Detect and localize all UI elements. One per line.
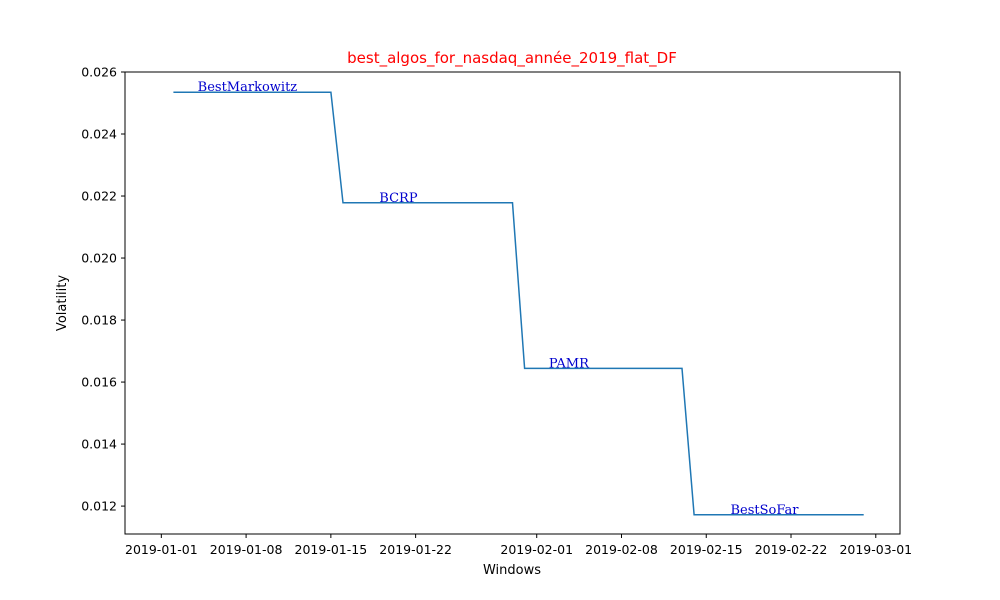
x-tick-label-0: 2019-01-01 bbox=[125, 542, 198, 557]
y-axis: 0.012 0.014 0.016 0.018 0.020 0.022 0.024 0.026 bbox=[81, 65, 125, 514]
y-tick-label-5: 0.022 bbox=[81, 189, 117, 204]
x-tick-label-8: 2019-03-01 bbox=[839, 542, 912, 557]
annotation-0: BestMarkowitz bbox=[198, 80, 298, 95]
y-tick-label-0: 0.012 bbox=[81, 499, 117, 514]
y-axis-title: Volatility bbox=[55, 275, 70, 331]
y-tick-label-4: 0.020 bbox=[81, 251, 117, 266]
x-tick-label-3: 2019-01-22 bbox=[379, 542, 452, 557]
x-tick-label-5: 2019-02-08 bbox=[585, 542, 658, 557]
y-tick-label-6: 0.024 bbox=[81, 127, 117, 142]
x-axis: 2019-01-01 2019-01-08 2019-01-15 2019-01-22… bbox=[125, 534, 912, 557]
x-axis-title: Windows bbox=[483, 563, 541, 578]
chart-title: best_algos_for_nasdaq_année_2019_flat_DF bbox=[347, 49, 677, 68]
y-tick-label-1: 0.014 bbox=[81, 437, 117, 452]
y-tick-label-3: 0.018 bbox=[81, 313, 117, 328]
annotation-3: BestSoFar bbox=[730, 503, 799, 518]
x-tick-label-6: 2019-02-15 bbox=[670, 542, 743, 557]
series-line-0 bbox=[173, 91, 864, 516]
x-tick-label-2: 2019-01-15 bbox=[295, 542, 368, 557]
x-tick-label-1: 2019-01-08 bbox=[210, 542, 283, 557]
annotation-2: PAMR bbox=[549, 356, 590, 371]
x-tick-label-7: 2019-02-22 bbox=[755, 542, 828, 557]
annotations: BestMarkowitz BCRP PAMR BestSoFar bbox=[198, 80, 800, 518]
x-tick-label-4: 2019-02-01 bbox=[500, 542, 573, 557]
plot-marks bbox=[173, 91, 864, 516]
y-tick-label-7: 0.026 bbox=[81, 65, 117, 80]
annotation-1: BCRP bbox=[379, 191, 418, 206]
plot-frame bbox=[124, 71, 901, 535]
y-tick-label-2: 0.016 bbox=[81, 375, 117, 390]
